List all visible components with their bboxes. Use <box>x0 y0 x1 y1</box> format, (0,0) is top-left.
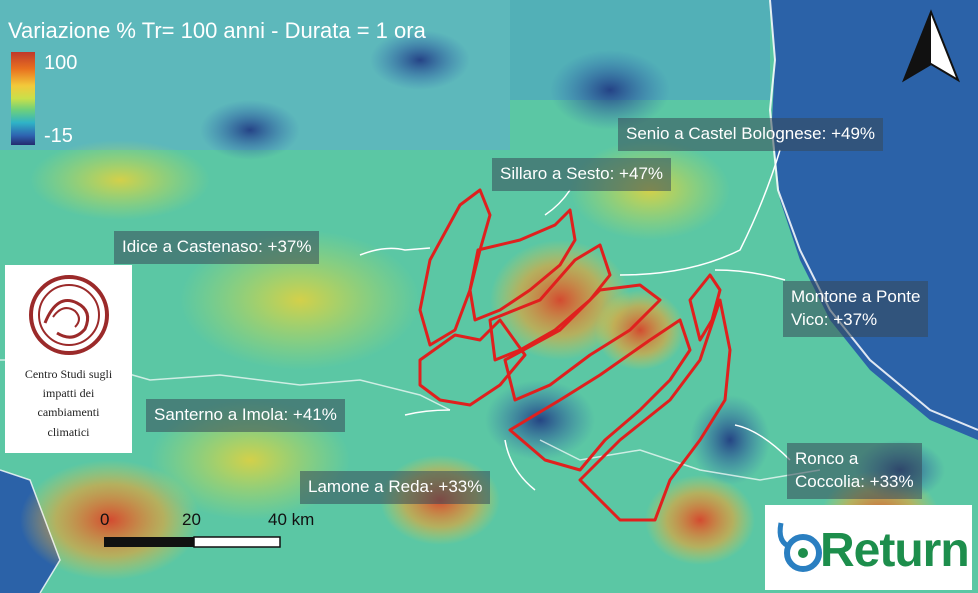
return-logo-text: Return <box>820 524 970 577</box>
legend-max-label: 100 <box>44 52 78 74</box>
basin-outlines <box>418 188 732 522</box>
cmcc-line-1: Centro Studi sugli <box>24 367 113 381</box>
cmcc-logo-icon <box>29 275 109 355</box>
legend-min-label: -15 <box>44 125 73 147</box>
label-montone: Montone a Ponte Vico: +37% <box>783 281 929 337</box>
label-ronco-line2: Coccolia: +33% <box>795 471 914 491</box>
cmcc-line-2: impatti dei <box>42 386 95 401</box>
label-senio: Senio a Castel Bolognese: +49% <box>618 118 884 151</box>
cmcc-logo-panel: Centro Studi sugli impatti dei cambiamen… <box>5 265 132 453</box>
scale-tick-40: 40 km <box>268 510 315 529</box>
label-montone-line2: Vico: +37% <box>791 309 878 329</box>
cmcc-logo-text: Centro Studi sugli impatti dei cambiamen… <box>5 365 132 442</box>
return-logo-panel: Return <box>765 505 972 590</box>
label-ronco: Ronco a Coccolia: +33% <box>787 443 922 499</box>
label-montone-line1: Montone a Ponte <box>791 287 921 306</box>
scale-tick-0: 0 <box>100 510 110 529</box>
label-idice: Idice a Castenaso: +37% <box>114 231 320 264</box>
label-lamone: Lamone a Reda: +33% <box>300 471 491 504</box>
label-santerno: Santerno a Imola: +41% <box>146 399 345 432</box>
label-sillaro: Sillaro a Sesto: +47% <box>492 158 672 191</box>
label-ronco-line1: Ronco a <box>795 449 859 468</box>
color-scale-bar <box>11 52 35 145</box>
cmcc-line-3: cambiamenti <box>37 405 100 420</box>
north-arrow-icon <box>901 9 961 83</box>
map-title: Variazione % Tr= 100 anni - Durata = 1 o… <box>8 18 426 43</box>
scale-bar-graphic <box>104 536 281 548</box>
scale-tick-20: 20 <box>182 510 201 529</box>
return-logo-icon <box>777 522 822 572</box>
cmcc-line-4: climatici <box>47 424 90 439</box>
